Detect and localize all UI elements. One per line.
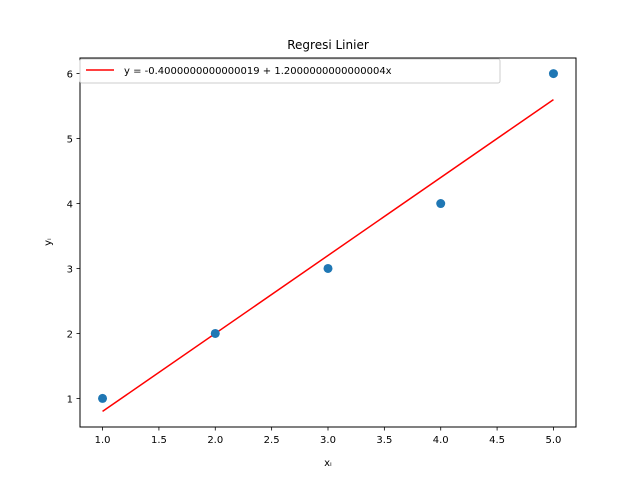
y-axis-label: yᵢ <box>43 238 54 246</box>
data-points-layer <box>98 69 558 403</box>
x-tick-label: 4.0 <box>433 435 449 446</box>
legend: y = -0.4000000000000019 + 1.200000000000… <box>79 58 501 84</box>
y-axis: 1 2 3 4 5 6 <box>67 70 80 405</box>
y-tick-label: 6 <box>67 70 73 81</box>
legend-box <box>79 58 501 84</box>
x-tick-label: 3.0 <box>320 435 336 446</box>
x-axis-label: xᵢ <box>324 458 332 469</box>
y-tick-label: 5 <box>67 135 73 146</box>
data-point <box>98 393 108 403</box>
legend-entry-fit-line: y = -0.4000000000000019 + 1.200000000000… <box>124 66 392 77</box>
y-tick-label: 4 <box>67 200 73 211</box>
x-axis: 1.0 1.5 2.0 2.5 3.0 3.5 4.0 4.5 5.0 <box>95 427 562 446</box>
y-tick-label: 3 <box>67 264 73 275</box>
x-tick-label: 5.0 <box>546 435 562 446</box>
y-tick-label: 2 <box>67 329 73 340</box>
fit-line-layer <box>102 98 554 413</box>
y-tick-label: 1 <box>67 394 73 405</box>
x-tick-label: 1.5 <box>151 435 167 446</box>
data-point <box>436 199 446 209</box>
data-point <box>548 69 558 79</box>
x-tick-label: 1.0 <box>95 435 111 446</box>
plot-area <box>80 58 576 427</box>
data-point <box>323 263 333 273</box>
x-tick-label: 3.5 <box>376 435 392 446</box>
x-tick-label: 2.0 <box>207 435 223 446</box>
data-point <box>210 328 220 338</box>
regression-line <box>102 98 554 413</box>
x-tick-label: 4.5 <box>489 435 505 446</box>
chart-title: Regresi Linier <box>287 38 369 52</box>
x-tick-label: 2.5 <box>264 435 280 446</box>
